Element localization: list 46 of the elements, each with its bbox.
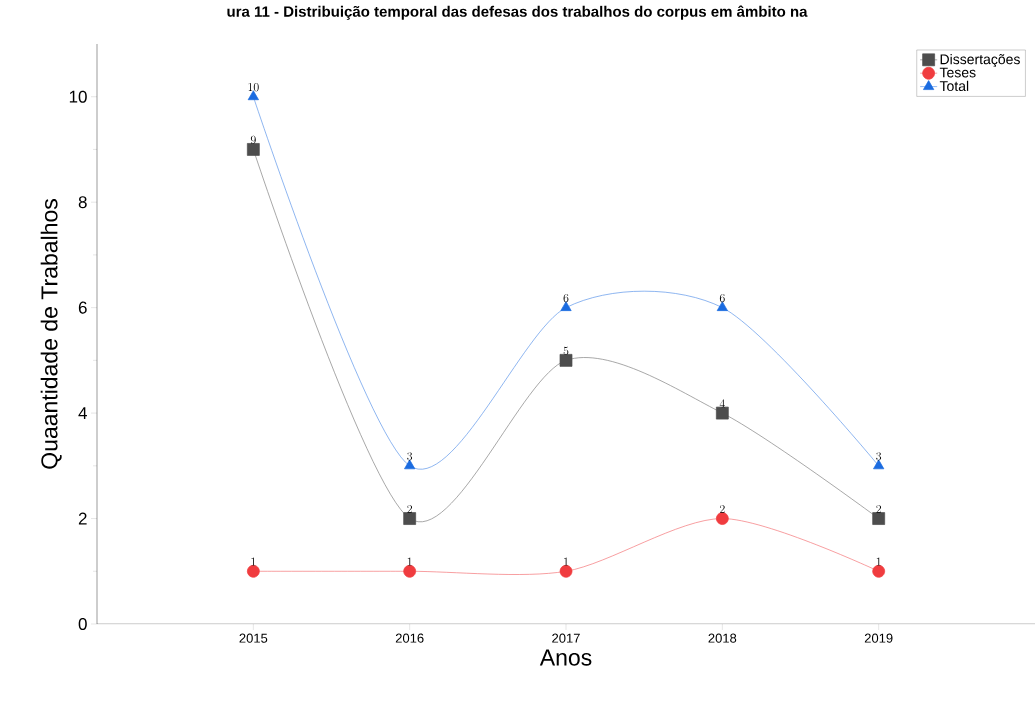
point [873,459,885,470]
data-label: 1 [407,557,412,566]
point [246,564,260,578]
data-label: 4 [719,399,725,408]
data-label: 3 [407,452,413,461]
data-label: 2 [719,504,725,513]
data-label: 10 [248,83,259,92]
y-tick-label: 4 [78,407,87,419]
data-label: 1 [251,557,256,566]
data-label: 1 [564,557,568,566]
x-tick-label: 2017 [552,633,580,643]
point [716,301,728,311]
data-label: 6 [563,293,569,303]
point [403,512,417,525]
data-label: 6 [719,293,725,303]
x-tick-label: 2015 [239,633,268,643]
point [246,143,260,156]
y-axis-title: Quaantidade de Trabalhos [40,199,62,469]
data-label: 2 [876,504,882,513]
point [872,512,886,525]
data-label: 5 [563,346,569,355]
point [560,301,572,311]
data-label: 9 [250,135,256,145]
data-label: 1 [876,557,881,566]
point [559,564,573,578]
legend-label: Dissertações [940,53,1020,68]
data-label: 2 [407,504,413,513]
point [715,406,729,420]
data-label: 3 [876,452,882,461]
legend-label: Teses [939,67,976,78]
chart-title: ura 11 - Distribuição temporal das defesas dos trabalhos do corpus em âmbito na [227,5,808,20]
point [404,459,416,470]
x-tick-label: 2016 [395,633,424,643]
y-tick-label: 10 [69,90,87,103]
point [559,354,573,367]
x-tick-label: 2019 [864,633,893,643]
legend-label: Total [939,80,969,92]
x-axis-title: Anos [539,649,592,666]
point [872,564,886,578]
point [715,512,729,525]
x-tick-label: 2018 [708,633,737,643]
point [403,564,417,578]
y-tick-label: 2 [78,512,87,525]
y-tick-label: 0 [78,617,87,631]
y-tick-label: 8 [78,196,87,209]
y-tick-label: 6 [78,301,87,314]
